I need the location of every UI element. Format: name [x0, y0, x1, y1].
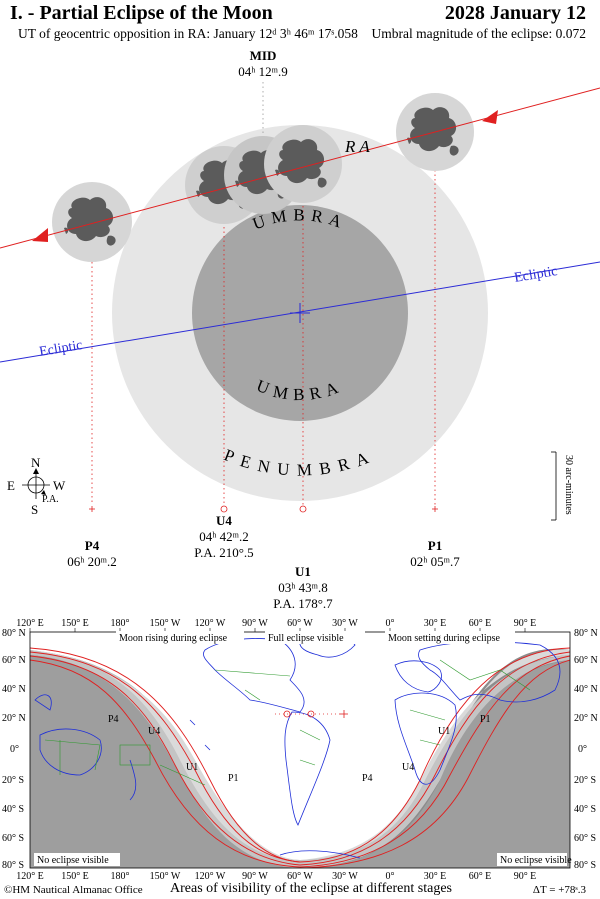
lon-bottom-9: 30° E [424, 871, 447, 882]
lon-top-6: 60° W [287, 618, 313, 629]
u1-label: U1 [295, 564, 311, 579]
opposition-time: UT of geocentric opposition in RA: Janua… [18, 26, 358, 41]
u4-pa: P.A. 210°.5 [194, 545, 253, 560]
lat-left-7: 60° S [2, 833, 24, 844]
lat-right-3: 20° N [574, 713, 598, 724]
compass-south: S [31, 502, 38, 517]
lat-left-5: 20° S [2, 775, 24, 786]
map-caption: Areas of visibility of the eclipse at di… [170, 881, 452, 896]
note-full-eclipse: Full eclipse visible [268, 633, 344, 644]
curve-u1-west: U1 [186, 762, 198, 773]
lat-right-1: 60° N [574, 655, 598, 666]
lon-bottom-1: 150° E [61, 871, 89, 882]
lon-top-0: 120° E [16, 618, 44, 629]
path-arrow-east [482, 110, 498, 124]
mid-label: MID [250, 48, 277, 63]
u1-time: 03ʰ 43ᵐ.8 [278, 580, 328, 595]
lat-left-6: 40° S [2, 804, 24, 815]
moon-positions [52, 93, 474, 262]
curve-u4-east: U4 [402, 762, 414, 773]
compass-pa: P.A. [42, 494, 59, 505]
lon-top-11: 90° E [514, 618, 537, 629]
u1-pa: P.A. 178°.7 [273, 596, 333, 611]
lon-top-3: 150° W [150, 618, 181, 629]
lon-bottom-4: 120° W [195, 871, 226, 882]
lon-top-7: 30° W [332, 618, 358, 629]
curve-p1-east: P1 [480, 714, 491, 725]
lon-top-2: 180° [111, 618, 130, 629]
note-moon-setting: Moon setting during eclipse [388, 633, 500, 644]
lon-top-10: 60° E [469, 618, 492, 629]
lon-bottom-2: 180° [111, 871, 130, 882]
lat-right-6: 40° S [574, 804, 596, 815]
lon-top-4: 120° W [195, 618, 226, 629]
lon-bottom-6: 60° W [287, 871, 313, 882]
eclipse-date: 2028 January 12 [444, 2, 586, 24]
lon-bottom-10: 60° E [469, 871, 492, 882]
lon-top-1: 150° E [61, 618, 89, 629]
lat-left-4: 0° [10, 744, 19, 755]
lon-top-5: 90° W [242, 618, 268, 629]
path-arrow-west [32, 228, 48, 242]
compass: N S E W P.A. [7, 455, 66, 517]
lon-bottom-0: 120° E [16, 871, 44, 882]
curve-p4-west: P4 [108, 714, 119, 725]
credit-text: ©HM Nautical Almanac Office [4, 884, 143, 896]
moon-path-line [0, 87, 600, 249]
lon-bottom-11: 90° E [514, 871, 537, 882]
curve-u1-east: U1 [438, 726, 450, 737]
compass-west: W [53, 478, 66, 493]
curve-u4-west: U4 [148, 726, 160, 737]
note-no-eclipse-right: No eclipse visible [500, 855, 572, 866]
compass-east: E [7, 478, 15, 493]
lat-left-0: 80° N [2, 628, 26, 639]
lon-top-8: 0° [386, 618, 395, 629]
ecliptic-label-right: Ecliptic [513, 264, 558, 286]
note-no-eclipse-left: No eclipse visible [37, 855, 109, 866]
lon-bottom-5: 90° W [242, 871, 268, 882]
curve-p4-east: P4 [362, 773, 373, 784]
scale-bar: 30 arc-minutes [551, 451, 574, 521]
delta-t: ΔT = +78ˢ.3 [532, 884, 586, 896]
map-contact-markers [275, 710, 348, 718]
lat-right-0: 80° N [574, 628, 598, 639]
u4-time: 04ʰ 42ᵐ.2 [199, 529, 249, 544]
curve-p1-west: P1 [228, 773, 239, 784]
lat-right-2: 40° N [574, 684, 598, 695]
lon-bottom-7: 30° W [332, 871, 358, 882]
lon-top-9: 30° E [424, 618, 447, 629]
contact-guide-lines [91, 82, 436, 505]
lat-right-8: 80° S [574, 860, 596, 871]
umbral-magnitude: Umbral magnitude of the eclipse: 0.072 [371, 26, 586, 41]
lat-left-2: 40° N [2, 684, 26, 695]
visibility-map [29, 628, 571, 869]
penumbra-label-top: R A [344, 137, 370, 156]
lat-right-5: 20° S [574, 775, 596, 786]
p4-time: 06ʰ 20ᵐ.2 [67, 554, 117, 569]
lat-left-1: 60° N [2, 655, 26, 666]
page-title: I. - Partial Eclipse of the Moon [10, 2, 273, 24]
country-borders [44, 659, 531, 786]
lon-bottom-8: 0° [386, 871, 395, 882]
lon-bottom-3: 150° W [150, 871, 181, 882]
u4-label: U4 [216, 513, 232, 528]
p4-label: P4 [85, 538, 100, 553]
lat-left-3: 20° N [2, 713, 26, 724]
compass-north: N [31, 455, 41, 470]
scale-label: 30 arc-minutes [563, 455, 574, 515]
note-moon-rising: Moon rising during eclipse [119, 633, 228, 644]
p1-time: 02ʰ 05ᵐ.7 [410, 554, 460, 569]
lat-right-7: 60° S [574, 833, 596, 844]
contact-markers [89, 505, 438, 513]
lat-left-8: 80° S [2, 860, 24, 871]
p1-label: P1 [428, 538, 442, 553]
ecliptic-label-left: Ecliptic [38, 338, 83, 360]
lat-right-4: 0° [578, 744, 587, 755]
contact-curves [30, 647, 570, 868]
mid-time: 04ʰ 12ᵐ.9 [238, 64, 288, 79]
